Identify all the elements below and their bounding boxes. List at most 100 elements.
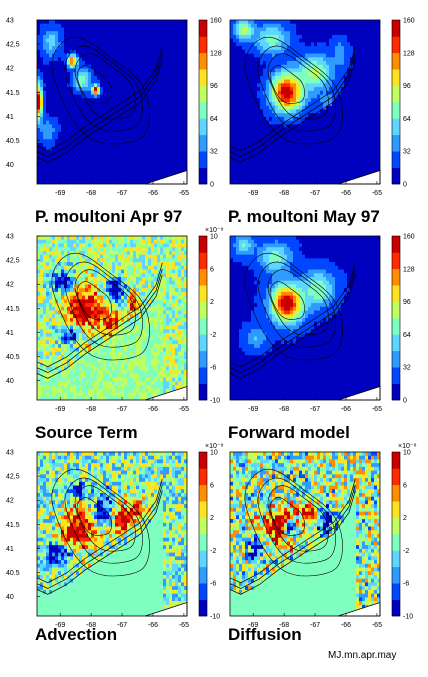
heatmap-cell: [362, 87, 366, 92]
heatmap-cell: [353, 83, 357, 88]
heatmap-cell: [239, 131, 243, 136]
heatmap-cell: [160, 109, 164, 114]
heatmap-cell: [178, 27, 182, 32]
heatmap-cell: [121, 38, 125, 43]
heatmap-cell: [287, 116, 291, 122]
heatmap-cell: [272, 102, 276, 107]
heatmap-cell: [341, 105, 345, 110]
heatmap-cell: [353, 109, 357, 114]
heatmap-cell: [242, 143, 246, 148]
heatmap-cell: [145, 262, 149, 267]
heatmap-cell: [85, 64, 89, 69]
heatmap-cell: [281, 75, 285, 81]
heatmap-cell: [157, 128, 161, 133]
heatmap-cell: [320, 38, 324, 43]
heatmap-cell: [52, 258, 56, 263]
heatmap-cell: [323, 90, 327, 95]
heatmap-cell: [233, 105, 237, 110]
heatmap-cell: [85, 157, 89, 163]
heatmap-cell: [154, 42, 158, 47]
heatmap-cell: [329, 143, 333, 148]
heatmap-cell: [103, 94, 107, 99]
heatmap-cell: [338, 113, 342, 118]
heatmap-cell: [91, 236, 95, 241]
heatmap-cell: [287, 120, 291, 125]
heatmap-cell: [248, 109, 252, 114]
heatmap-cell: [308, 131, 312, 136]
heatmap-cell: [272, 124, 276, 129]
heatmap-cell: [43, 46, 47, 51]
heatmap-cell: [94, 135, 98, 140]
heatmap-cell: [257, 68, 261, 73]
heatmap-cell: [112, 98, 116, 103]
heatmap-cell: [37, 113, 41, 118]
heatmap-cell: [178, 247, 182, 252]
heatmap-cell: [121, 250, 125, 256]
heatmap-cell: [257, 150, 261, 155]
colorbar-tick-label: 128: [210, 50, 222, 57]
heatmap-cell: [79, 146, 83, 151]
heatmap-cell: [61, 143, 65, 148]
heatmap-cell: [166, 87, 170, 92]
heatmap-cell: [91, 31, 95, 36]
heatmap-cell: [76, 31, 80, 36]
heatmap-cell: [350, 165, 354, 170]
heatmap-cell: [284, 128, 288, 133]
heatmap-cell: [184, 72, 187, 77]
heatmap-cell: [40, 120, 44, 125]
heatmap-cell: [58, 102, 62, 107]
heatmap-cell: [100, 265, 104, 270]
heatmap-cell: [61, 243, 65, 248]
heatmap-cell: [356, 42, 360, 47]
heatmap-cell: [115, 269, 119, 274]
heatmap-cell: [61, 258, 65, 263]
heatmap-cell: [124, 20, 128, 25]
heatmap-cell: [236, 75, 240, 81]
heatmap-cell: [112, 165, 116, 170]
heatmap-cell: [272, 42, 276, 47]
heatmap-cell: [242, 90, 246, 95]
heatmap-cell: [344, 172, 348, 177]
heatmap-cell: [85, 135, 89, 140]
heatmap-cell: [302, 176, 306, 181]
heatmap-cell: [73, 169, 77, 174]
heatmap-cell: [311, 31, 315, 36]
heatmap-cell: [266, 53, 270, 58]
heatmap-cell: [43, 157, 47, 163]
heatmap-cell: [278, 53, 282, 58]
heatmap-cell: [133, 265, 137, 270]
heatmap-cell: [230, 75, 234, 81]
heatmap-cell: [314, 161, 318, 166]
heatmap-cell: [299, 154, 303, 159]
heatmap-cell: [121, 34, 125, 40]
heatmap-cell: [242, 87, 246, 92]
heatmap-cell: [76, 265, 80, 270]
heatmap-cell: [302, 34, 306, 40]
heatmap-cell: [317, 124, 321, 129]
heatmap-cell: [365, 146, 369, 151]
heatmap-cell: [344, 109, 348, 114]
heatmap-cell: [124, 139, 128, 144]
heatmap-cell: [130, 128, 134, 133]
heatmap-cell: [181, 124, 185, 129]
heatmap-cell: [181, 143, 185, 148]
heatmap-cell: [139, 143, 143, 148]
heatmap-cell: [94, 64, 98, 69]
heatmap-cell: [58, 61, 62, 66]
heatmap-cell: [70, 20, 74, 25]
heatmap-cell: [103, 247, 107, 252]
heatmap-cell: [121, 27, 125, 32]
heatmap-cell: [157, 27, 161, 32]
heatmap-cell: [302, 139, 306, 144]
heatmap-cell: [275, 72, 279, 77]
x-tick-label: -65: [372, 190, 382, 197]
heatmap-cell: [335, 27, 339, 32]
heatmap-cell: [163, 72, 167, 77]
heatmap-cell: [338, 157, 342, 163]
heatmap-cell: [311, 68, 315, 73]
heatmap-cell: [368, 102, 372, 107]
heatmap-cell: [100, 128, 104, 133]
heatmap-cell: [103, 116, 107, 122]
heatmap-cell: [236, 46, 240, 51]
heatmap-cell: [154, 176, 158, 181]
